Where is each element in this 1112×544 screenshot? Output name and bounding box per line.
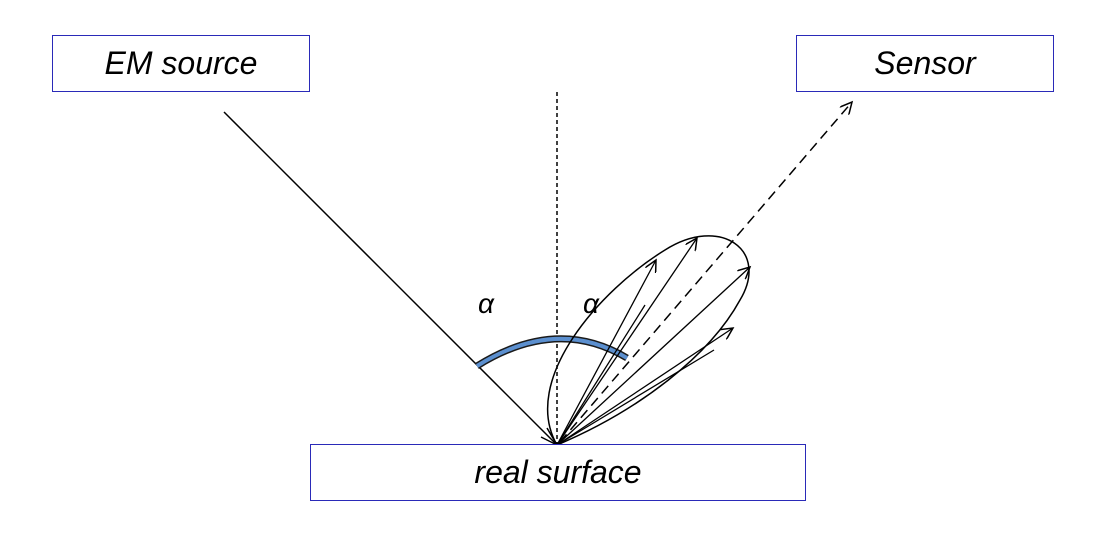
specular-direction-ray bbox=[559, 102, 852, 443]
reflection-angle-label: α bbox=[583, 288, 599, 319]
scattering-lobe bbox=[546, 235, 750, 446]
scattered-ray bbox=[556, 328, 733, 446]
real-surface-label: real surface bbox=[474, 454, 642, 490]
incident-ray bbox=[223, 111, 558, 446]
incidence-angle-label: α bbox=[478, 288, 494, 319]
em-source-label: EM source bbox=[104, 45, 258, 81]
scattered-ray bbox=[556, 267, 750, 446]
real-surface-box: real surface bbox=[310, 444, 806, 501]
angle-arc-fill bbox=[475, 336, 629, 368]
sensor-label: Sensor bbox=[874, 45, 976, 81]
scattered-ray bbox=[556, 238, 697, 446]
scattered-ray bbox=[556, 260, 656, 446]
scattered-ray bbox=[556, 304, 646, 446]
scattered-ray bbox=[556, 349, 715, 446]
sensor-box: Sensor bbox=[796, 35, 1054, 92]
em-source-box: EM source bbox=[52, 35, 310, 92]
